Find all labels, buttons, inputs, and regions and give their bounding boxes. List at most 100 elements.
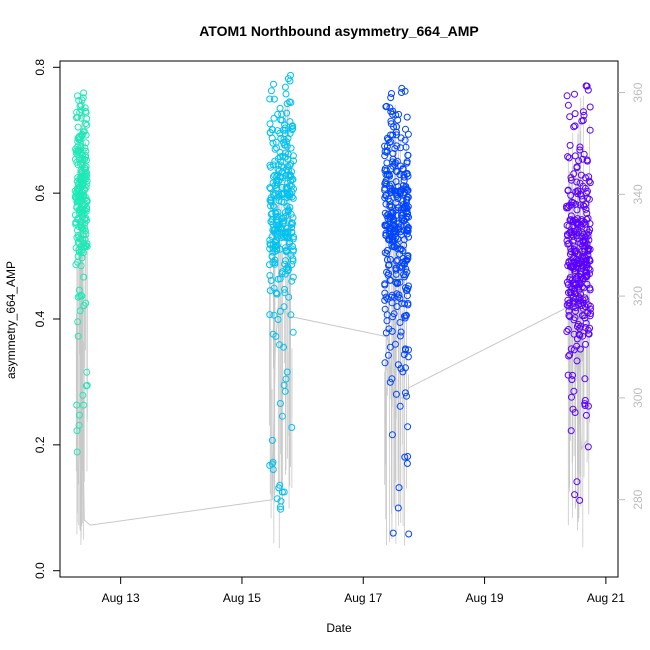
data-point bbox=[82, 242, 90, 250]
chart-title: ATOM1 Northbound asymmetry_664_AMP bbox=[199, 23, 479, 39]
data-point bbox=[273, 237, 281, 245]
data-point bbox=[400, 217, 407, 225]
data-point bbox=[580, 150, 588, 158]
data-point bbox=[381, 305, 389, 313]
data-point bbox=[73, 158, 81, 166]
data-point bbox=[269, 161, 277, 169]
data-point bbox=[404, 423, 412, 431]
data-point bbox=[82, 120, 90, 128]
data-point bbox=[267, 198, 275, 206]
data-point bbox=[395, 484, 403, 492]
data-point bbox=[565, 289, 572, 297]
data-point bbox=[288, 424, 296, 431]
data-point bbox=[83, 121, 91, 129]
data-point bbox=[287, 71, 294, 79]
data-point bbox=[581, 375, 589, 383]
data-point bbox=[80, 89, 88, 97]
data-point bbox=[283, 109, 291, 117]
data-point bbox=[583, 194, 591, 202]
data-point bbox=[386, 232, 394, 240]
data-point bbox=[405, 530, 413, 538]
data-point bbox=[582, 189, 590, 197]
data-point bbox=[586, 266, 594, 274]
data-point bbox=[571, 491, 579, 499]
data-point bbox=[569, 276, 576, 284]
data-point bbox=[400, 351, 408, 358]
data-point bbox=[393, 303, 401, 311]
data-point bbox=[577, 322, 585, 330]
data-point bbox=[384, 351, 392, 359]
data-point bbox=[381, 280, 389, 288]
data-point bbox=[568, 393, 575, 401]
data-point bbox=[274, 316, 282, 323]
data-point bbox=[567, 216, 575, 224]
data-point bbox=[404, 453, 412, 460]
data-point bbox=[576, 496, 584, 504]
data-point bbox=[393, 168, 401, 176]
data-point bbox=[73, 114, 80, 122]
data-point bbox=[266, 95, 274, 103]
data-point bbox=[403, 185, 410, 193]
data-point bbox=[76, 307, 84, 315]
data-point bbox=[281, 289, 289, 297]
data-point bbox=[79, 249, 87, 257]
data-point bbox=[571, 110, 579, 118]
data-point bbox=[569, 371, 576, 379]
x-tick-label: Aug 19 bbox=[466, 591, 504, 605]
data-point bbox=[583, 226, 591, 234]
data-point bbox=[584, 443, 592, 451]
data-point bbox=[563, 92, 571, 100]
data-point bbox=[274, 213, 282, 220]
data-point bbox=[75, 186, 83, 194]
data-point bbox=[289, 242, 296, 250]
data-point bbox=[78, 224, 86, 231]
data-point bbox=[386, 215, 394, 222]
data-point bbox=[570, 242, 578, 250]
data-point bbox=[397, 365, 405, 372]
data-point bbox=[385, 139, 393, 146]
data-point bbox=[566, 351, 574, 359]
data-point bbox=[269, 330, 277, 338]
data-point bbox=[392, 390, 400, 398]
data-point bbox=[586, 179, 594, 187]
data-point bbox=[82, 173, 90, 181]
data-point bbox=[277, 134, 285, 142]
data-point bbox=[573, 357, 581, 365]
data-point bbox=[281, 141, 288, 149]
data-point bbox=[572, 295, 580, 303]
data-point bbox=[289, 255, 297, 263]
y2-axis: 280 300 320 340 360 bbox=[618, 82, 645, 510]
data-point bbox=[285, 234, 293, 242]
data-point bbox=[78, 174, 86, 182]
data-point bbox=[392, 264, 400, 272]
data-point bbox=[73, 198, 81, 206]
data-point bbox=[387, 276, 395, 284]
y-tick-label: 0.0 bbox=[33, 562, 47, 579]
data-point bbox=[386, 184, 394, 192]
data-point bbox=[75, 411, 83, 419]
data-point bbox=[404, 252, 412, 260]
data-point bbox=[585, 177, 593, 185]
data-point bbox=[386, 201, 394, 209]
data-point bbox=[75, 196, 83, 204]
x-tick-label: Aug 15 bbox=[223, 591, 261, 605]
data-point bbox=[582, 319, 590, 327]
data-point bbox=[392, 111, 400, 119]
data-point bbox=[403, 113, 411, 121]
data-point bbox=[569, 222, 577, 229]
data-point bbox=[568, 198, 576, 206]
data-point bbox=[268, 253, 276, 260]
data-point bbox=[404, 130, 412, 138]
data-point bbox=[83, 197, 91, 205]
data-point bbox=[287, 251, 295, 259]
data-point bbox=[565, 352, 573, 360]
data-point bbox=[78, 292, 86, 300]
data-point bbox=[271, 145, 279, 153]
data-point bbox=[266, 120, 274, 128]
data-point bbox=[574, 257, 581, 265]
data-point bbox=[284, 208, 292, 216]
data-point bbox=[288, 193, 296, 201]
data-point bbox=[394, 256, 402, 264]
data-point bbox=[573, 335, 581, 343]
data-point bbox=[586, 312, 594, 320]
